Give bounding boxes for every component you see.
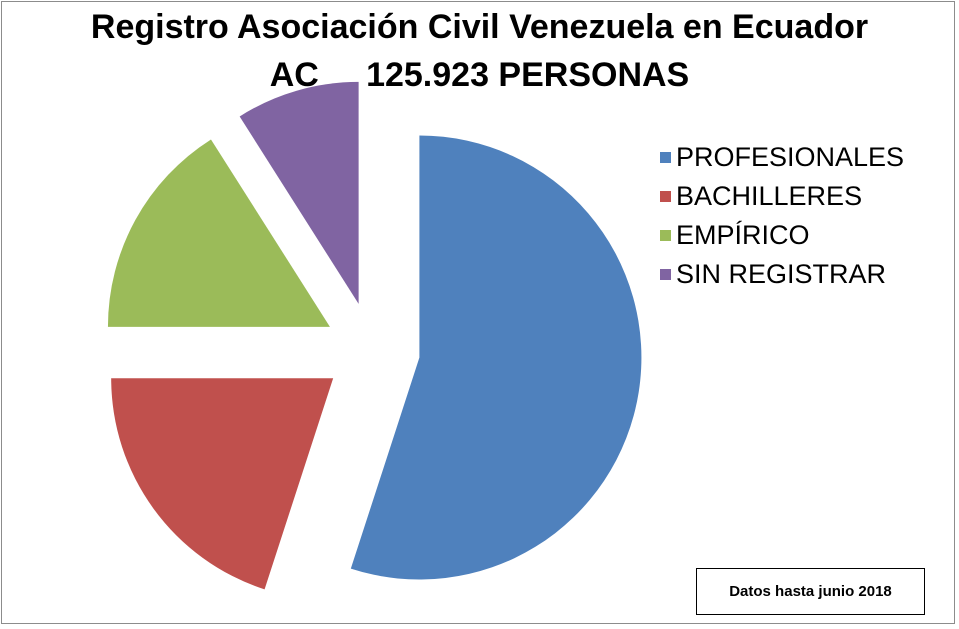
legend-item: BACHILLERES [660, 177, 904, 216]
pie-slice-sin-registrar [239, 81, 359, 304]
legend-swatch [660, 191, 671, 202]
pie-slice-profesionales [350, 135, 642, 580]
legend-item: SIN REGISTRAR [660, 255, 904, 294]
legend-item: PROFESIONALES [660, 138, 904, 177]
legend-swatch [660, 230, 671, 241]
legend-item: EMPÍRICO [660, 216, 904, 255]
legend-swatch [660, 269, 671, 280]
legend-label: EMPÍRICO [676, 220, 810, 250]
legend-swatch [660, 152, 671, 163]
legend-label: PROFESIONALES [676, 142, 905, 172]
legend-label: BACHILLERES [676, 181, 863, 211]
chart-legend: PROFESIONALES BACHILLERES EMPÍRICO SIN REGI… [660, 138, 904, 294]
legend-label: SIN REGISTRAR [676, 259, 887, 289]
chart-title-line2: AC 125.923 PERSONAS [269, 56, 690, 94]
data-note: Datos hasta junio 2018 [696, 568, 925, 615]
chart-title-line1: Registro Asociación Civil Venezuela en E… [90, 8, 869, 46]
pie-slice-bachilleres [111, 378, 334, 590]
pie-slice-emp-rico [107, 139, 330, 327]
